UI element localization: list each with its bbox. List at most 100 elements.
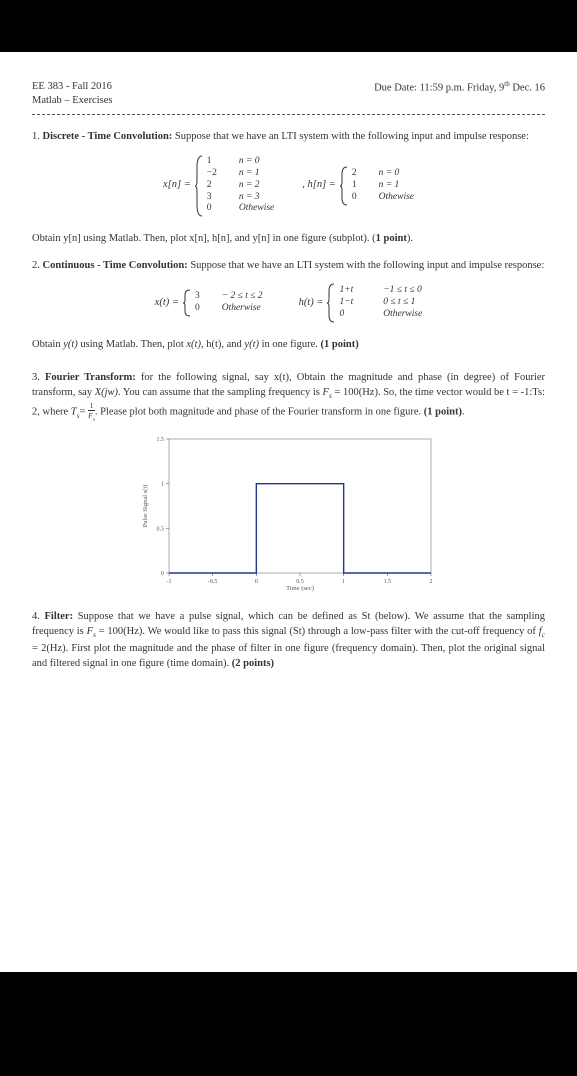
q1-x-piecewise: x[n] = 1 −2 2 3 0 n = 0 n = 1 n = 2 n = …	[163, 155, 274, 217]
q2-x-conds: − 2 ≤ t ≤ 2 Otherwise	[222, 291, 263, 315]
q2-equation: x(t) = 3 0 − 2 ≤ t ≤ 2 Otherwise h(t) = …	[32, 283, 545, 323]
q1-x-cond-2: n = 2	[239, 180, 274, 192]
q4-title: Filter:	[45, 611, 74, 622]
q2-x-val-0: 3	[195, 291, 200, 303]
q2-t-c: using Matlab. Then, plot	[78, 339, 187, 350]
q2-points: (1 point)	[321, 339, 359, 350]
q1-h-val-0: 2	[352, 168, 357, 180]
left-brace-icon	[340, 166, 348, 206]
q1-x-cond-3: n = 3	[239, 192, 274, 204]
q3-b: X(jw)	[95, 387, 118, 398]
q2-t-b: y(t)	[63, 339, 78, 350]
svg-text:2: 2	[429, 579, 432, 585]
q3-intro: 3. Fourier Transform: for the following …	[32, 370, 545, 423]
q1-intro: 1. Discrete - Time Convolution: Suppose …	[32, 129, 545, 144]
q1-points: 1 point	[376, 233, 407, 244]
left-brace-icon	[183, 289, 191, 317]
q1-x-cond-1: n = 1	[239, 168, 274, 180]
q3-points: (1 point)	[424, 407, 462, 418]
q1-equation: x[n] = 1 −2 2 3 0 n = 0 n = 1 n = 2 n = …	[32, 155, 545, 217]
q2-h-conds: −1 ≤ t ≤ 0 0 ≤ t ≤ 1 Otherwise	[383, 285, 422, 321]
q3-h: . Please plot both magnitude and phase o…	[95, 407, 424, 418]
q1-x-val-3: 3	[207, 192, 217, 204]
q2-x-label: x(t) =	[155, 296, 179, 310]
q1-x-val-2: 2	[207, 180, 217, 192]
q4-points: (2 points)	[232, 658, 274, 669]
pulse-signal-chart: -1-0.500.511.5200.511.5Pulse Signal s(t)…	[139, 433, 439, 593]
q3-lead: 3.	[32, 372, 45, 383]
q2-intro: 2. Continuous - Time Convolution: Suppos…	[32, 258, 545, 273]
q1-task-text: Obtain y[n] using Matlab. Then, plot x[n…	[32, 233, 376, 244]
svg-text:1.5: 1.5	[383, 579, 391, 585]
course-id: EE 383 - Fall 2016	[32, 80, 112, 94]
q1-h-cond-2: Othewise	[379, 192, 414, 204]
q1-task: Obtain y[n] using Matlab. Then, plot x[n…	[32, 231, 545, 246]
svg-text:1: 1	[161, 482, 164, 488]
q2-h-columns: 1+t 1−t 0 −1 ≤ t ≤ 0 0 ≤ t ≤ 1 Otherwise	[339, 285, 422, 321]
q2-x-cond-1: Otherwise	[222, 303, 263, 315]
q1-intro-text: Suppose that we have an LTI system with …	[172, 131, 529, 142]
q1-x-vals: 1 −2 2 3 0	[207, 156, 217, 215]
q1-h-val-1: 1	[352, 180, 357, 192]
q1-x-val-1: −2	[207, 168, 217, 180]
q3-frac-top: 1	[88, 402, 95, 410]
q1-h-conds: n = 0 n = 1 Othewise	[379, 168, 414, 204]
course-subtitle: Matlab – Exercises	[32, 94, 112, 108]
q2-x-val-1: 0	[195, 303, 200, 315]
q1-lead: 1.	[32, 131, 43, 142]
left-brace-icon	[327, 283, 335, 323]
q2-title: Continuous - Time Convolution:	[43, 260, 188, 271]
svg-text:0.5: 0.5	[156, 526, 164, 532]
header-divider	[32, 114, 545, 115]
svg-text:0: 0	[161, 571, 164, 577]
q3-c: . You can assume that the sampling frequ…	[118, 387, 322, 398]
header-right: Due Date: 11:59 p.m. Friday, 9th Dec. 16	[374, 80, 545, 108]
q2-x-piecewise: x(t) = 3 0 − 2 ≤ t ≤ 2 Otherwise	[155, 289, 263, 317]
q4-e: = 2(Hz). First plot the magnitude and th…	[32, 643, 545, 669]
q4-body: 4. Filter: Suppose that we have a pulse …	[32, 609, 545, 672]
q1-title: Discrete - Time Convolution:	[43, 131, 173, 142]
q2-h-label: h(t) =	[299, 296, 324, 310]
q1-h-cond-0: n = 0	[379, 168, 414, 180]
q2-h-val-2: 0	[339, 309, 353, 321]
q4-lead: 4.	[32, 611, 45, 622]
svg-text:Time (sec): Time (sec)	[286, 585, 314, 592]
q1-h-columns: 2 1 0 n = 0 n = 1 Othewise	[352, 168, 414, 204]
q1-x-val-0: 1	[207, 156, 217, 168]
q2-h-cond-1: 0 ≤ t ≤ 1	[383, 297, 422, 309]
q4-c: = 100(Hz). We would like to pass this si…	[96, 626, 539, 637]
svg-text:Pulse Signal s(t): Pulse Signal s(t)	[142, 485, 149, 528]
q1-x-label: x[n] =	[163, 178, 191, 192]
q1-task-tail: ).	[407, 233, 413, 244]
q2-h-cond-0: −1 ≤ t ≤ 0	[383, 285, 422, 297]
q1-x-columns: 1 −2 2 3 0 n = 0 n = 1 n = 2 n = 3 Othew…	[207, 156, 274, 215]
q2-t-g: in one figure.	[259, 339, 321, 350]
q1-h-label: , h[n] =	[302, 178, 336, 192]
q3-title: Fourier Transform:	[45, 372, 136, 383]
q1-h-cond-1: n = 1	[379, 180, 414, 192]
q3-fraction: 1Fs	[88, 402, 95, 423]
q3-g: =	[80, 407, 89, 418]
q2-t-e: , h(t), and	[201, 339, 244, 350]
due-label: Due Date: 11:59 p.m. Friday, 9	[374, 83, 504, 94]
q1-x-cond-0: n = 0	[239, 156, 274, 168]
q3-chart-container: -1-0.500.511.5200.511.5Pulse Signal s(t)…	[32, 433, 545, 593]
q3-tail: .	[462, 407, 465, 418]
svg-text:1: 1	[342, 579, 345, 585]
q4-d-sub: c	[542, 630, 545, 639]
q2-x-vals: 3 0	[195, 291, 200, 315]
q2-h-vals: 1+t 1−t 0	[339, 285, 353, 321]
due-tail: Dec. 16	[510, 83, 545, 94]
q2-t-a: Obtain	[32, 339, 63, 350]
svg-text:-1: -1	[166, 579, 171, 585]
svg-text:-0.5: -0.5	[207, 579, 217, 585]
q2-task: Obtain y(t) using Matlab. Then, plot x(t…	[32, 337, 545, 352]
q2-intro-text: Suppose that we have an LTI system with …	[188, 260, 545, 271]
q2-x-cond-0: − 2 ≤ t ≤ 2	[222, 291, 263, 303]
q3-frac-bot-wrap: Fs	[88, 410, 95, 423]
q1-h-vals: 2 1 0	[352, 168, 357, 204]
svg-text:0: 0	[254, 579, 257, 585]
left-brace-icon	[195, 155, 203, 217]
q2-t-f: y(t)	[244, 339, 259, 350]
q2-t-d: x(t)	[186, 339, 201, 350]
